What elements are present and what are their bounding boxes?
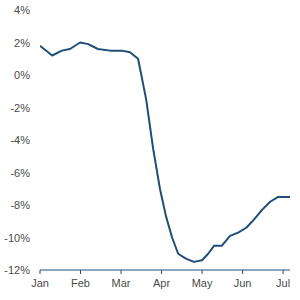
x-tick bbox=[40, 270, 41, 274]
chart: 4% 2% 0% -2% -4% -6% -8% -10% -12%Jan Feb Mar Apr Ma… bbox=[0, 0, 300, 300]
y-tick-label: -10% bbox=[4, 232, 30, 244]
x-tick-label: Feb bbox=[71, 277, 90, 289]
y-tick-label: -8% bbox=[10, 199, 30, 211]
x-tick bbox=[283, 270, 284, 274]
x-tick bbox=[242, 270, 243, 274]
x-tick-label: Jul bbox=[276, 277, 290, 289]
y-tick-label: -6% bbox=[10, 167, 30, 179]
x-tick-label: Apr bbox=[153, 277, 170, 289]
x-tick bbox=[202, 270, 203, 274]
x-tick-label: May bbox=[192, 277, 213, 289]
y-tick-label: -4% bbox=[10, 134, 30, 146]
x-tick bbox=[161, 270, 162, 274]
y-tick-label: -12% bbox=[4, 264, 30, 276]
x-tick-label: Jun bbox=[234, 277, 252, 289]
x-tick bbox=[80, 270, 81, 274]
x-tick-label: Jan bbox=[31, 277, 49, 289]
y-tick-label: 4% bbox=[14, 4, 30, 16]
x-axis-line bbox=[40, 270, 290, 271]
x-tick bbox=[121, 270, 122, 274]
y-tick-label: -2% bbox=[10, 102, 30, 114]
plot-area bbox=[40, 43, 290, 262]
y-tick-label: 2% bbox=[14, 37, 30, 49]
x-tick-label: Mar bbox=[112, 277, 131, 289]
y-tick-label: 0% bbox=[14, 69, 30, 81]
line bbox=[40, 43, 290, 262]
